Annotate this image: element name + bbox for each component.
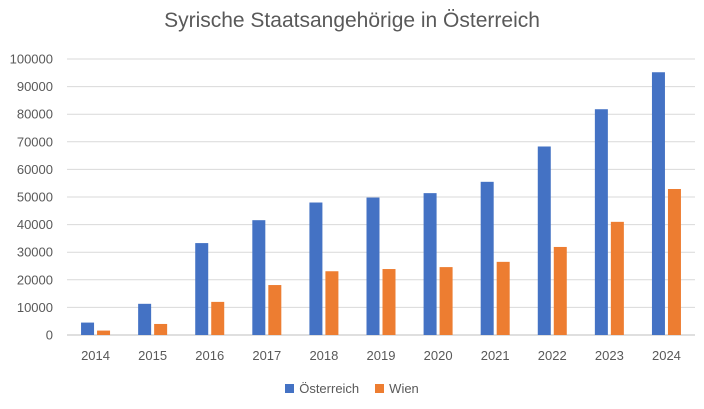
legend: Österreich Wien bbox=[0, 381, 704, 396]
y-tick-label: 60000 bbox=[17, 162, 53, 177]
y-tick-label: 70000 bbox=[17, 134, 53, 149]
bar-wien-2016 bbox=[211, 301, 225, 335]
bar-wien-2023 bbox=[610, 221, 624, 335]
bar-oesterreich-2015 bbox=[138, 303, 152, 335]
x-tick-label: 2014 bbox=[81, 348, 110, 363]
y-tick-label: 50000 bbox=[17, 190, 53, 205]
bar-wien-2018 bbox=[325, 271, 339, 335]
x-tick-label: 2019 bbox=[367, 348, 396, 363]
bar-oesterreich-2022 bbox=[537, 146, 551, 335]
y-tick-label: 40000 bbox=[17, 217, 53, 232]
x-tick-label: 2018 bbox=[309, 348, 338, 363]
y-tick-label: 80000 bbox=[17, 107, 53, 122]
y-tick-label: 20000 bbox=[17, 272, 53, 287]
bar-wien-2017 bbox=[268, 285, 282, 335]
bar-oesterreich-2019 bbox=[366, 197, 380, 335]
bar-oesterreich-2016 bbox=[195, 243, 209, 335]
bar-wien-2022 bbox=[553, 246, 567, 335]
x-tick-label: 2015 bbox=[138, 348, 167, 363]
bar-wien-2015 bbox=[154, 323, 168, 335]
bar-oesterreich-2024 bbox=[651, 72, 665, 336]
legend-label-oesterreich: Österreich bbox=[299, 381, 360, 396]
y-tick-label: 90000 bbox=[17, 79, 53, 94]
legend-label-wien: Wien bbox=[389, 381, 419, 396]
legend-swatch-oesterreich bbox=[285, 384, 295, 393]
bar-oesterreich-2018 bbox=[309, 202, 323, 335]
bar-oesterreich-2017 bbox=[252, 220, 266, 335]
x-tick-label: 2021 bbox=[481, 348, 510, 363]
bar-oesterreich-2020 bbox=[423, 193, 437, 335]
y-tick-label: 10000 bbox=[17, 300, 53, 315]
legend-item-wien: Wien bbox=[375, 381, 419, 396]
y-tick-label: 30000 bbox=[17, 245, 53, 260]
x-tick-label: 2023 bbox=[595, 348, 624, 363]
bar-wien-2020 bbox=[439, 267, 453, 335]
x-tick-label: 2017 bbox=[252, 348, 281, 363]
bar-oesterreich-2021 bbox=[480, 181, 494, 335]
bar-oesterreich-2014 bbox=[81, 322, 95, 335]
bar-wien-2021 bbox=[496, 261, 510, 335]
bar-wien-2014 bbox=[97, 330, 111, 335]
bar-wien-2024 bbox=[667, 188, 681, 335]
chart-title: Syrische Staatsangehörige in Österreich bbox=[164, 9, 540, 32]
x-tick-label: 2020 bbox=[424, 348, 453, 363]
bar-oesterreich-2023 bbox=[594, 109, 608, 336]
y-tick-label: 100000 bbox=[10, 52, 53, 67]
legend-item-oesterreich: Österreich bbox=[285, 381, 359, 396]
x-tick-label: 2024 bbox=[652, 348, 681, 363]
x-tick-label: 2016 bbox=[195, 348, 224, 363]
y-tick-label: 0 bbox=[46, 328, 53, 343]
bar-wien-2019 bbox=[382, 269, 396, 335]
x-tick-label: 2022 bbox=[538, 348, 567, 363]
legend-swatch-wien bbox=[375, 384, 385, 393]
